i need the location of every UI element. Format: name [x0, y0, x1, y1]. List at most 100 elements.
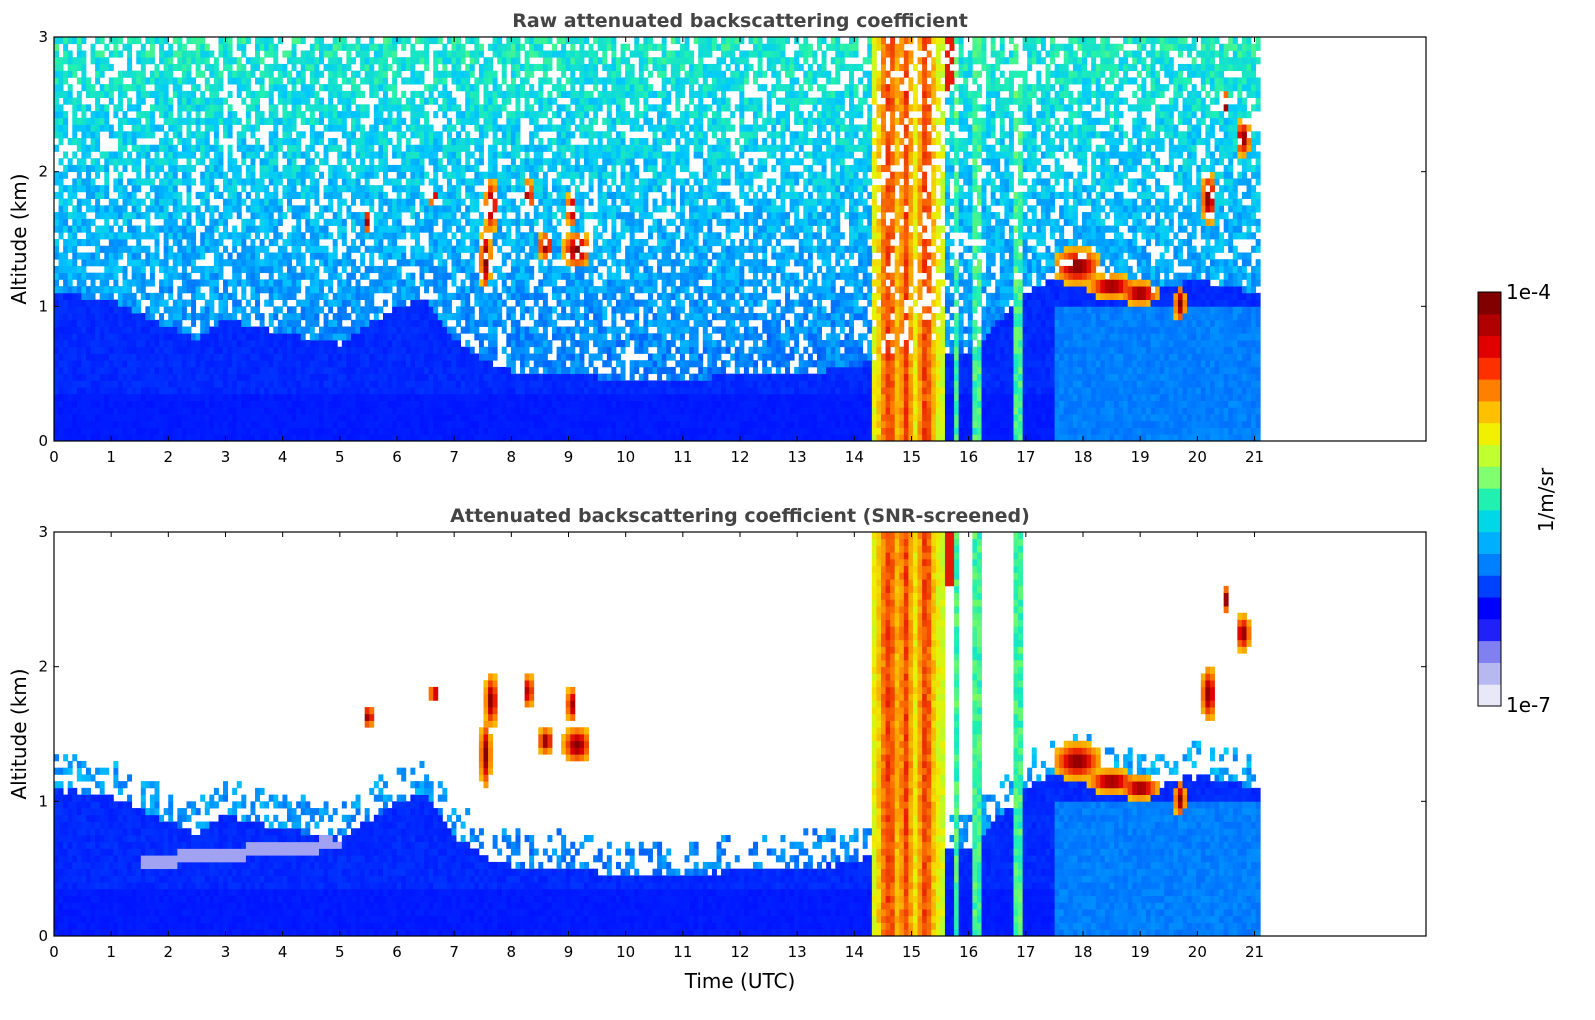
- heatmap-cell: [113, 299, 119, 307]
- heatmap-cell: [401, 292, 407, 300]
- heatmap-cell: [81, 50, 87, 58]
- heatmap-cell: [287, 292, 292, 300]
- heatmap-cell: [328, 138, 334, 146]
- heatmap-cell: [524, 232, 530, 240]
- heatmap-cell: [296, 131, 302, 139]
- heatmap-cell: [72, 380, 78, 388]
- heatmap-cell: [355, 319, 361, 327]
- heatmap-cell: [236, 360, 242, 368]
- heatmap-cell: [67, 50, 73, 58]
- heatmap-cell: [213, 171, 219, 179]
- heatmap-cell: [85, 407, 91, 415]
- heatmap-cell: [136, 90, 142, 98]
- heatmap-cell: [424, 84, 430, 92]
- heatmap-cell: [117, 346, 123, 354]
- heatmap-cell: [72, 225, 78, 233]
- heatmap-cell: [127, 232, 133, 240]
- heatmap-cell: [149, 185, 155, 193]
- heatmap-cell: [232, 164, 238, 173]
- heatmap-cell: [296, 434, 302, 442]
- heatmap-cell: [492, 326, 498, 334]
- heatmap-cell: [337, 427, 343, 435]
- heatmap-cell: [218, 50, 224, 58]
- heatmap-cell: [209, 292, 215, 300]
- heatmap-cell: [419, 299, 425, 307]
- heatmap-cell: [369, 393, 375, 401]
- heatmap-cell: [437, 245, 443, 253]
- heatmap-cell: [309, 292, 315, 300]
- heatmap-cell: [85, 84, 91, 92]
- heatmap-cell: [300, 313, 306, 321]
- heatmap-cell: [478, 333, 484, 341]
- heatmap-cell: [145, 387, 151, 395]
- heatmap-cell: [181, 138, 187, 146]
- heatmap-cell: [159, 225, 165, 233]
- heatmap-cell: [204, 319, 210, 327]
- heatmap-cell: [515, 117, 521, 125]
- heatmap-cell: [319, 340, 324, 348]
- heatmap-cell: [387, 340, 393, 348]
- heatmap-cell: [72, 326, 78, 334]
- heatmap-cell: [200, 387, 206, 395]
- heatmap-cell: [268, 171, 274, 179]
- heatmap-cell: [410, 279, 416, 287]
- heatmap-cell: [524, 63, 530, 72]
- heatmap-cell: [200, 171, 206, 179]
- heatmap-cell: [104, 245, 110, 253]
- heatmap-cell: [428, 353, 434, 361]
- heatmap-cell: [250, 407, 256, 415]
- heatmap-cell: [456, 37, 462, 45]
- heatmap-cell: [72, 57, 78, 65]
- heatmap-cell: [140, 84, 146, 92]
- heatmap-cell: [186, 232, 192, 240]
- heatmap-cell: [213, 84, 219, 92]
- heatmap-cell: [245, 387, 251, 395]
- heatmap-cell: [186, 427, 192, 435]
- heatmap-cell: [414, 333, 420, 341]
- heatmap-cell: [213, 279, 219, 287]
- heatmap-cell: [401, 313, 407, 321]
- heatmap-cell: [282, 313, 288, 321]
- heatmap-cell: [168, 387, 174, 395]
- heatmap-cell: [181, 333, 187, 341]
- heatmap-cell: [213, 265, 219, 274]
- heatmap-cell: [236, 420, 242, 428]
- heatmap-cell: [469, 380, 475, 388]
- heatmap-cell: [204, 360, 210, 368]
- heatmap-cell: [131, 252, 137, 260]
- heatmap-cell: [236, 70, 242, 78]
- heatmap-cell: [236, 279, 242, 287]
- heatmap-cell: [355, 218, 361, 226]
- heatmap-cell: [273, 414, 279, 422]
- heatmap-cell: [204, 124, 210, 132]
- heatmap-cell: [255, 43, 261, 51]
- heatmap-cell: [127, 420, 133, 428]
- heatmap-cell: [396, 111, 402, 119]
- heatmap-cell: [314, 212, 320, 220]
- heatmap-cell: [154, 239, 160, 247]
- heatmap-cell: [200, 57, 206, 65]
- heatmap-cell: [515, 104, 521, 112]
- heatmap-cell: [104, 218, 110, 226]
- heatmap-cell: [492, 420, 498, 428]
- heatmap-cell: [113, 434, 119, 442]
- heatmap-cell: [451, 144, 457, 152]
- heatmap-cell: [291, 407, 297, 415]
- heatmap-cell: [273, 124, 279, 132]
- heatmap-cell: [460, 171, 466, 179]
- heatmap-cell: [264, 70, 270, 78]
- heatmap-cell: [282, 151, 288, 159]
- heatmap-cell: [410, 340, 416, 348]
- heatmap-cell: [446, 185, 452, 193]
- heatmap-cell: [241, 319, 247, 327]
- heatmap-cell: [337, 212, 343, 220]
- heatmap-cell: [245, 380, 251, 388]
- heatmap-cell: [437, 346, 443, 354]
- heatmap-cell: [259, 286, 265, 294]
- heatmap-cell: [236, 427, 242, 435]
- heatmap-cell: [382, 326, 388, 334]
- heatmap-cell: [209, 400, 215, 408]
- heatmap-cell: [163, 366, 169, 375]
- heatmap-cell: [108, 393, 114, 401]
- heatmap-cell: [401, 346, 407, 354]
